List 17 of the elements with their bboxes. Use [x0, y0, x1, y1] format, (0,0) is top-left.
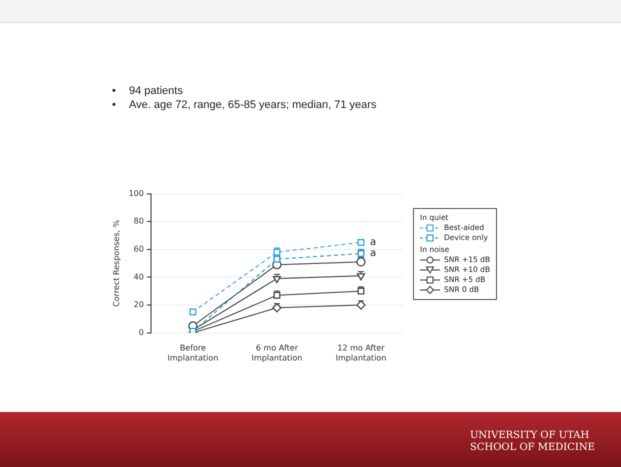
text: UNIVERSITY OF UTAH SCHOOL OF MEDICINE	[470, 430, 596, 454]
text: Ave. age 72, range, 65-85 years; median, 71 years	[129, 98, 376, 112]
text: •	[112, 84, 117, 98]
annotation: a	[370, 248, 376, 260]
text: •	[112, 98, 117, 112]
y-tick-label: 0	[138, 328, 144, 337]
y-tick-label: 60	[134, 244, 144, 254]
text: 94 patients	[129, 84, 183, 98]
x-tick-label: 6 mo After Implantation	[252, 344, 302, 362]
x-tick-label: Before Implantation	[167, 344, 218, 362]
annotation: a	[370, 237, 376, 248]
x-tick-label: 12 mo After Implantation	[336, 344, 386, 362]
y-axis-title: Correct Responses, %	[112, 219, 121, 307]
y-tick-label: 20	[134, 300, 144, 310]
y-tick-label: 80	[134, 216, 144, 226]
y-tick-label: 40	[134, 272, 144, 282]
y-tick-label: 100	[128, 188, 144, 198]
